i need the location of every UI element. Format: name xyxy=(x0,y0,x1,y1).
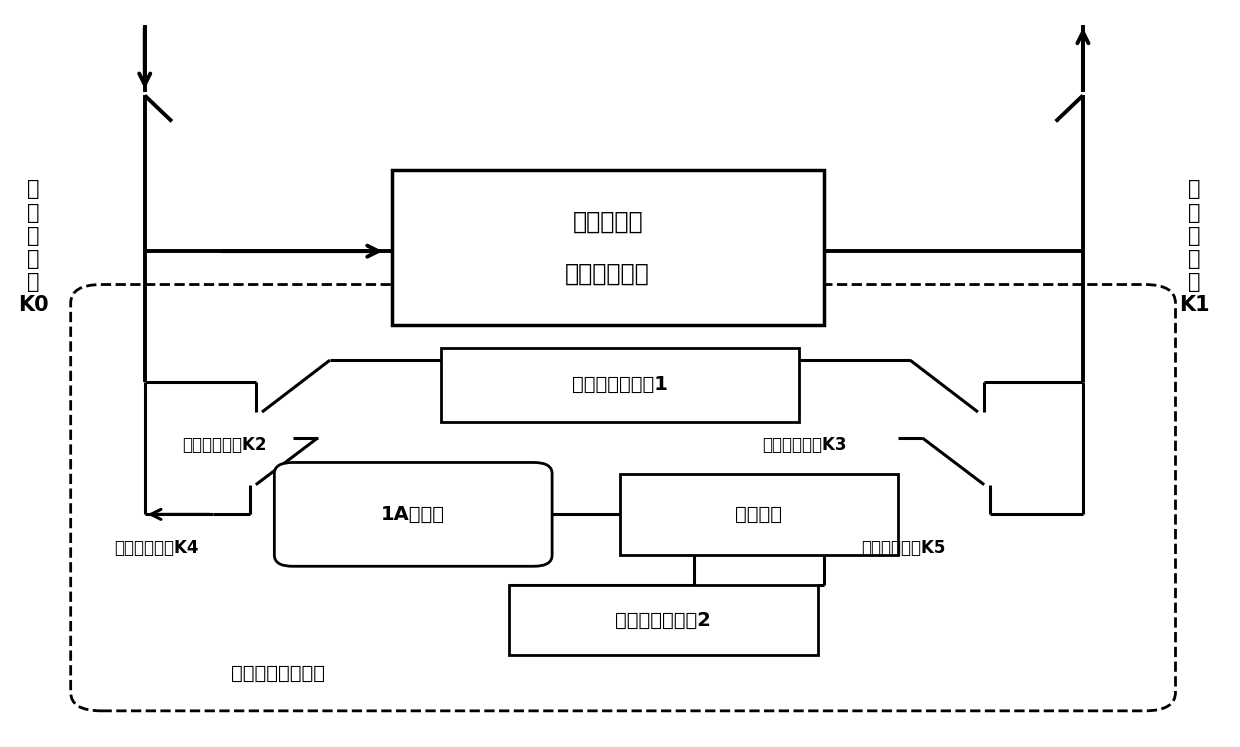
Text: 1A电流源: 1A电流源 xyxy=(381,505,445,524)
Text: 无感电阻: 无感电阻 xyxy=(735,505,782,524)
Bar xyxy=(620,474,898,555)
Text: 高
压
断
路
器
K0: 高 压 断 路 器 K0 xyxy=(19,179,48,315)
Text: 耐高压继电器K3: 耐高压继电器K3 xyxy=(761,436,847,454)
Text: 超导限流器: 超导限流器 xyxy=(573,209,644,234)
Text: 失超恢复检测电路: 失超恢复检测电路 xyxy=(231,664,325,684)
Text: 耐高压继电器K5: 耐高压继电器K5 xyxy=(861,539,945,557)
Text: 无感线圈单元: 无感线圈单元 xyxy=(565,261,650,285)
Text: 数据采集卡通道1: 数据采集卡通道1 xyxy=(572,375,668,394)
Bar xyxy=(392,170,823,325)
Bar xyxy=(508,585,817,655)
FancyBboxPatch shape xyxy=(274,462,552,566)
Text: 数据采集卡通道2: 数据采集卡通道2 xyxy=(615,610,712,630)
Bar xyxy=(441,347,799,422)
Text: 耐高压继电器K2: 耐高压继电器K2 xyxy=(182,436,267,454)
Text: 耐高压继电器K4: 耐高压继电器K4 xyxy=(114,539,198,557)
Text: 高
压
断
路
器
K1: 高 压 断 路 器 K1 xyxy=(1179,179,1209,315)
